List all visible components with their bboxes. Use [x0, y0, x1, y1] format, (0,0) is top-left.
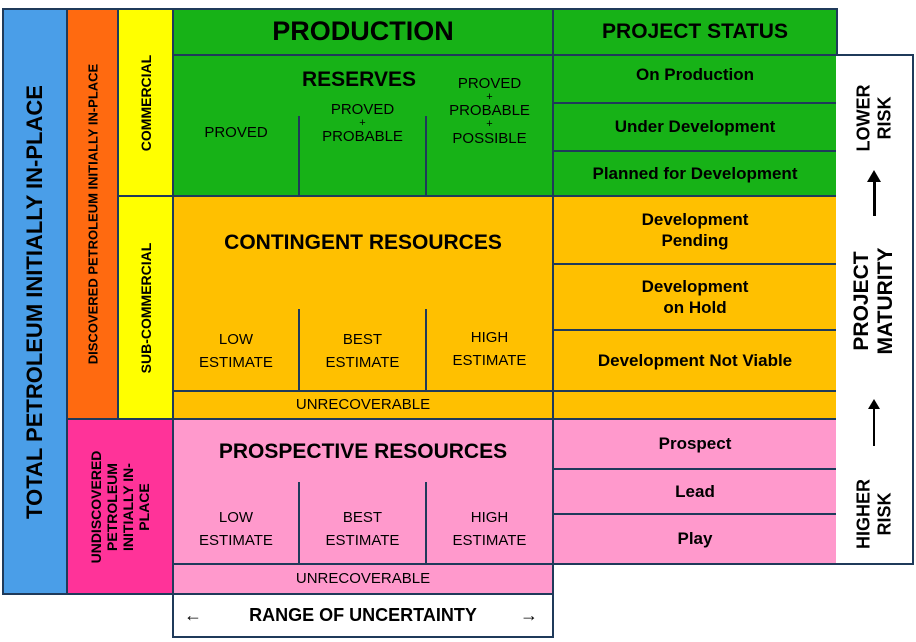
project-maturity-box: LOWER RISK PROJECT MATURITY HIGHER RISK — [836, 54, 914, 565]
undiscovered-label: UNDISCOVERED PETROLEUM INITIALLY IN- PLA… — [87, 450, 153, 563]
status-prospect: Prospect — [552, 418, 838, 470]
reserves-title: RESERVES — [302, 68, 416, 91]
left-arrow-icon: ← — [184, 605, 202, 625]
contingent-divider-1 — [298, 309, 300, 393]
up-arrow-icon-2 — [873, 406, 875, 446]
reserves-divider-2 — [425, 116, 427, 197]
prospective-block: PROSPECTIVE RESOURCES LOW ESTIMATE BEST ES… — [172, 418, 554, 565]
sub-commercial-label: SUB-COMMERCIAL — [137, 242, 154, 373]
up-arrow-icon-head — [867, 170, 881, 182]
contingent-best-estimate: BEST ESTIMATE — [325, 331, 400, 371]
prospective-unrecoverable-label: UNRECOVERABLE — [295, 570, 431, 587]
up-arrow-icon — [873, 176, 876, 216]
total-petroleum-label: TOTAL PETROLEUM INITIALLY IN-PLACE — [22, 84, 47, 519]
contingent-high-estimate: HIGH ESTIMATE — [452, 329, 527, 369]
reserves-proved-probable-possible: PROVED + PROBABLE + POSSIBLE — [449, 75, 530, 147]
range-of-uncertainty-label: RANGE OF UNCERTAINTY — [249, 605, 477, 625]
status-planned-for-development: Planned for Development — [552, 150, 838, 197]
up-arrow-icon-2-head — [868, 399, 880, 409]
production-label: PRODUCTION — [272, 16, 454, 46]
status-development-pending: Development Pending — [552, 195, 838, 265]
prospective-title: PROSPECTIVE RESOURCES — [218, 440, 508, 463]
status-development-not-viable: Development Not Viable — [552, 329, 838, 392]
lower-risk-label: LOWER RISK — [853, 84, 894, 152]
contingent-low-estimate: LOW ESTIMATE — [199, 331, 273, 371]
commercial-label: COMMERCIAL — [137, 54, 154, 151]
prospective-unrecoverable: UNRECOVERABLE — [172, 563, 554, 595]
reserves-proved: PROVED — [204, 124, 268, 141]
status-unrecoverable-spacer — [552, 390, 838, 420]
prospective-best-estimate: BEST ESTIMATE — [325, 509, 400, 549]
undiscovered-block: UNDISCOVERED PETROLEUM INITIALLY IN- PLA… — [66, 418, 174, 595]
sub-commercial-block: SUB-COMMERCIAL — [117, 195, 174, 420]
contingent-title: CONTINGENT RESOURCES — [224, 231, 502, 254]
higher-risk-label: HIGHER RISK — [853, 478, 894, 550]
contingent-unrecoverable: UNRECOVERABLE — [172, 390, 554, 420]
status-lead: Lead — [552, 468, 838, 515]
status-play: Play — [552, 513, 838, 565]
range-of-uncertainty-box: ← RANGE OF UNCERTAINTY → — [172, 593, 554, 638]
commercial-block: COMMERCIAL — [117, 8, 174, 197]
contingent-divider-2 — [425, 309, 427, 393]
discovered-label: DISCOVERED PETROLEUM INITIALLY IN-PLACE — [85, 63, 100, 365]
contingent-unrecoverable-label: UNRECOVERABLE — [295, 396, 431, 413]
status-under-development: Under Development — [552, 102, 838, 152]
prospective-low-estimate: LOW ESTIMATE — [199, 509, 273, 549]
status-development-on-hold: Development on Hold — [552, 263, 838, 331]
total-petroleum-block: TOTAL PETROLEUM INITIALLY IN-PLACE — [2, 8, 68, 595]
reserves-proved-probable: PROVED + PROBABLE — [322, 101, 403, 146]
production-header: PRODUCTION — [172, 8, 554, 56]
reserves-divider-1 — [298, 116, 300, 197]
discovered-block: DISCOVERED PETROLEUM INITIALLY IN-PLACE — [66, 8, 119, 420]
status-on-production: On Production — [552, 54, 838, 104]
project-maturity-label: PROJECT MATURITY — [849, 247, 897, 355]
contingent-block: CONTINGENT RESOURCES LOW ESTIMATE BEST EST… — [172, 195, 554, 393]
reserves-block: RESERVES PROVED PROVED + PROBABLE PROVED… — [172, 54, 554, 197]
prospective-divider-1 — [298, 482, 300, 565]
prospective-divider-2 — [425, 482, 427, 565]
right-arrow-icon: → — [520, 605, 538, 625]
prospective-high-estimate: HIGH ESTIMATE — [452, 509, 527, 549]
project-status-header: PROJECT STATUS — [552, 8, 838, 56]
